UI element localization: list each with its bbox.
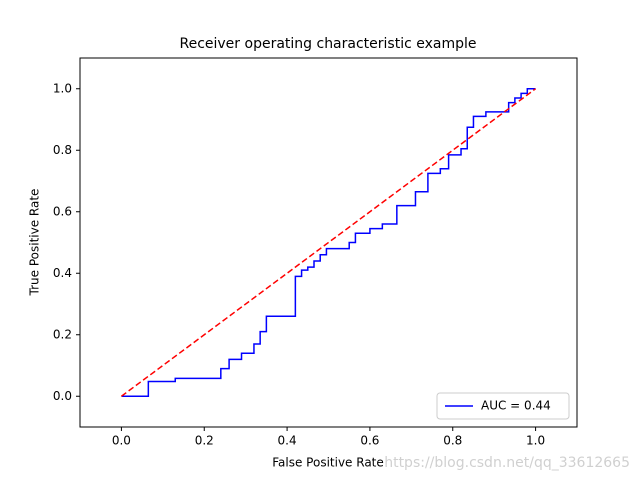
x-tick-label: 0.4: [278, 434, 297, 448]
y-tick-label: 1.0: [53, 81, 72, 95]
y-tick-label: 0.4: [53, 266, 72, 280]
series-line: [121, 88, 536, 397]
y-axis-label: True Positive Rate: [28, 189, 42, 297]
y-tick-label: 0.8: [53, 143, 72, 157]
series-line: [120, 88, 537, 397]
y-tick-label: 0.0: [53, 389, 72, 403]
legend-label: AUC = 0.44: [481, 399, 551, 413]
plot-frame: [79, 57, 578, 428]
y-tick-label: 0.6: [53, 204, 72, 218]
x-tick-label: 1.0: [526, 434, 545, 448]
x-tick-label: 0.2: [195, 434, 214, 448]
x-axis-label: False Positive Rate: [272, 456, 384, 470]
x-tick-label: 0.6: [360, 434, 379, 448]
x-tick-label: 0.0: [112, 434, 131, 448]
y-tick-label: 0.2: [53, 327, 72, 341]
chart-title: Receiver operating characteristic exampl…: [179, 36, 476, 52]
legend-box: [436, 392, 570, 420]
watermark: https://blog.csdn.net/qq_33612665: [384, 455, 630, 471]
x-tick-label: 0.8: [443, 434, 462, 448]
